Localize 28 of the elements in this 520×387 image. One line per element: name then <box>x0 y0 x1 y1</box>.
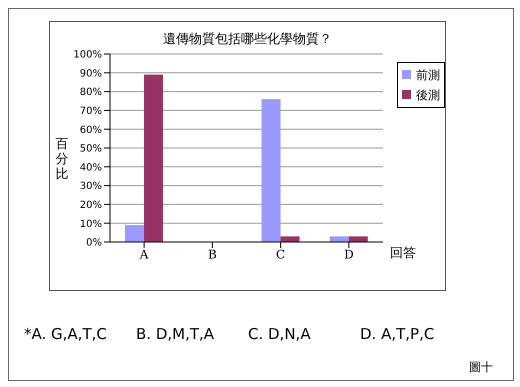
x-axis-title: 回答 <box>390 245 416 262</box>
bar <box>144 74 164 242</box>
bar <box>125 225 144 242</box>
legend-label: 前測 <box>415 67 440 84</box>
text: D. A,T,P,C <box>360 325 434 343</box>
bar <box>262 99 281 242</box>
y-tick-label: 70% <box>80 106 102 117</box>
x-tick-label: C <box>276 248 286 262</box>
text: B. D,M,T,A <box>136 325 214 343</box>
x-tick-label: A <box>138 248 149 262</box>
y-tick-label: 40% <box>80 162 102 174</box>
chart-title: 遺傳物質包括哪些化學物質？ <box>162 31 333 48</box>
y-tick-label: 20% <box>80 200 102 211</box>
y-tick-label: 30% <box>80 181 102 192</box>
y-axis-title: 百分比 <box>54 137 70 182</box>
y-tick-label: 60% <box>80 124 102 136</box>
text: 圖十 <box>469 359 493 376</box>
text: C. D,N,A <box>248 325 311 343</box>
x-tick-label: D <box>344 248 354 262</box>
y-tick-label: 50% <box>80 144 102 155</box>
text: *A. G,A,T,C <box>24 325 107 343</box>
y-tick-label: 90% <box>80 68 102 80</box>
legend-label: 後測 <box>415 87 440 104</box>
y-tick-label: 0% <box>86 238 102 249</box>
y-tick-label: 10% <box>80 218 102 230</box>
x-tick-label: B <box>208 248 217 262</box>
y-tick-label: 80% <box>80 87 102 98</box>
y-tick-label: 100% <box>73 50 102 61</box>
